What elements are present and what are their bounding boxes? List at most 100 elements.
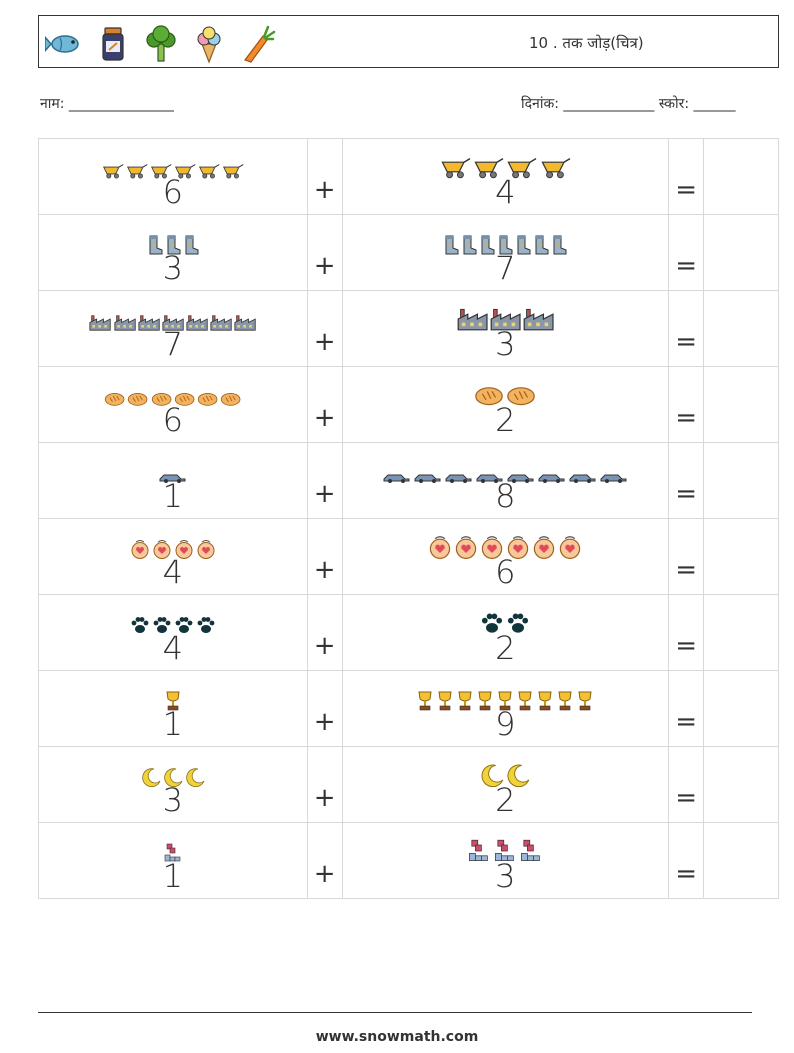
addend-b-cell: 3: [341, 822, 670, 899]
trophy-icon: [516, 691, 534, 711]
boot-icon: [479, 235, 495, 255]
plus-cell: +: [306, 442, 343, 519]
problem-row: 1 +9 =: [38, 670, 779, 747]
bread-icon: [151, 390, 172, 407]
wheelbarrow-icon: [198, 162, 220, 179]
bread-icon: [197, 390, 218, 407]
addend-b-cell: 2: [341, 594, 670, 671]
bread-icon: [220, 390, 241, 407]
addend-a-number: 7: [162, 325, 183, 363]
addend-b-number: 4: [495, 173, 516, 211]
addend-a-number: 6: [162, 173, 183, 211]
equals-cell: =: [668, 290, 705, 367]
car-icon: [444, 471, 473, 483]
answer-cell[interactable]: [703, 290, 779, 367]
picture-group: [39, 607, 307, 635]
equals-sign: =: [675, 327, 697, 357]
equals-cell: =: [668, 746, 705, 823]
picture-group: [39, 379, 307, 407]
equals-cell: =: [668, 518, 705, 595]
face-icon: [152, 539, 172, 559]
wheelbarrow-icon: [506, 155, 537, 179]
face-icon: [480, 535, 504, 559]
addend-b-number: 2: [495, 629, 516, 667]
addend-b-number: 3: [495, 857, 516, 895]
equals-cell: =: [668, 822, 705, 899]
picture-group: [343, 531, 669, 559]
answer-cell[interactable]: [703, 822, 779, 899]
paw-icon: [130, 615, 150, 635]
plus-cell: +: [306, 594, 343, 671]
addend-a-cell: 1: [38, 442, 308, 519]
picture-group: [343, 151, 669, 179]
picture-group: [343, 379, 669, 407]
plus-cell: +: [306, 746, 343, 823]
answer-cell[interactable]: [703, 746, 779, 823]
addend-a-cell: 6: [38, 366, 308, 443]
blocks-icon: [519, 839, 543, 863]
boot-icon: [443, 235, 459, 255]
picture-group: [39, 455, 307, 483]
addend-a-cell: 7: [38, 290, 308, 367]
paw-icon: [506, 611, 530, 635]
wheelbarrow-icon: [222, 162, 244, 179]
plus-cell: +: [306, 214, 343, 291]
equals-cell: =: [668, 670, 705, 747]
factory-icon: [89, 314, 112, 331]
addend-a-number: 6: [162, 401, 183, 439]
equals-cell: =: [668, 442, 705, 519]
equals-sign: =: [675, 631, 697, 661]
name-field: नाम: _______________: [40, 96, 174, 112]
header-icons: [45, 24, 277, 64]
plus-sign: +: [313, 707, 336, 737]
answer-cell[interactable]: [703, 670, 779, 747]
moon-icon: [506, 763, 530, 787]
answer-cell[interactable]: [703, 214, 779, 291]
addend-b-cell: 8: [341, 442, 670, 519]
face-icon: [558, 535, 582, 559]
trophy-icon: [164, 691, 182, 711]
picture-group: [343, 835, 669, 863]
bread-icon: [506, 383, 536, 407]
boot-icon: [165, 235, 181, 255]
boot-icon: [497, 235, 513, 255]
plus-cell: +: [306, 670, 343, 747]
problem-row: 4 +6 =: [38, 518, 779, 595]
boot-icon: [147, 235, 163, 255]
factory-icon: [114, 314, 136, 331]
picture-group: [39, 835, 307, 863]
equals-sign: =: [675, 859, 697, 889]
blocks-icon: [493, 839, 517, 863]
face-icon: [196, 539, 216, 559]
addend-b-cell: 2: [341, 746, 670, 823]
trophy-icon: [456, 691, 474, 711]
plus-sign: +: [313, 783, 336, 813]
boot-icon: [533, 235, 549, 255]
equals-cell: =: [668, 594, 705, 671]
problem-row: 6 +2 =: [38, 366, 779, 443]
moon-icon: [163, 767, 183, 787]
equals-sign: =: [675, 707, 697, 737]
face-icon: [532, 535, 556, 559]
addend-b-number: 3: [495, 325, 516, 363]
equals-cell: =: [668, 366, 705, 443]
addend-a-cell: 4: [38, 594, 308, 671]
addend-a-cell: 1: [38, 670, 308, 747]
answer-cell[interactable]: [703, 518, 779, 595]
addend-b-number: 7: [495, 249, 516, 287]
wheelbarrow-icon: [440, 155, 471, 179]
ice-cream-icon: [189, 24, 229, 64]
answer-cell[interactable]: [703, 442, 779, 519]
addend-a-number: 1: [162, 705, 183, 743]
answer-cell[interactable]: [703, 594, 779, 671]
answer-cell[interactable]: [703, 366, 779, 443]
plus-sign: +: [313, 631, 336, 661]
broccoli-icon: [141, 24, 181, 64]
moon-icon: [185, 767, 205, 787]
trophy-icon: [476, 691, 494, 711]
bread-icon: [127, 390, 148, 407]
factory-icon: [162, 314, 184, 331]
blocks-icon: [163, 843, 183, 863]
blocks-icon: [467, 839, 491, 863]
answer-cell[interactable]: [703, 138, 779, 215]
